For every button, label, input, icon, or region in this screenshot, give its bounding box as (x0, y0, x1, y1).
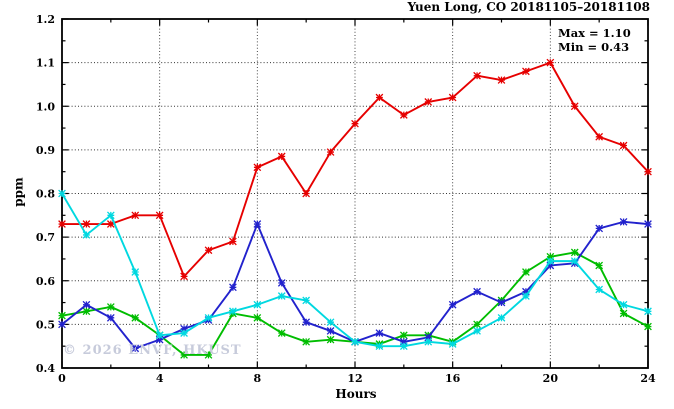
x-tick-label: 24 (640, 372, 656, 385)
y-tick-label: 0.4 (36, 362, 55, 375)
y-tick-label: 1.2 (36, 13, 55, 26)
max-value-label: Max = 1.10 (558, 26, 631, 40)
y-axis-label: ppm (11, 177, 26, 207)
x-tick-label: 12 (347, 372, 362, 385)
x-tick-label: 20 (543, 372, 559, 385)
y-tick-label: 1.1 (36, 57, 55, 70)
y-tick-label: 0.9 (36, 144, 55, 157)
chart-title: Yuen Long, CO 20181105–20181108 (407, 0, 650, 14)
y-tick-label: 0.8 (36, 188, 55, 201)
min-value-label: Min = 0.43 (558, 39, 630, 54)
series-markers-cyan (58, 189, 652, 351)
x-tick-label: 8 (254, 372, 262, 385)
y-tick-label: 0.5 (36, 318, 55, 331)
x-tick-label: 0 (58, 372, 66, 385)
plot-frame (61, 18, 649, 369)
series-markers-blue (58, 217, 652, 353)
y-tick-label: 1.0 (36, 100, 55, 113)
y-tick-label: 0.7 (36, 231, 55, 244)
x-tick-label: 16 (445, 372, 461, 385)
watermark: © 2026 ENVF, HKUST (63, 343, 242, 358)
y-tick-label: 0.6 (36, 275, 55, 288)
max-min-annotation: Max = 1.10 Min = 0.43 (558, 26, 631, 54)
series-markers-red (58, 58, 652, 281)
x-tick-label: 4 (156, 372, 164, 385)
x-axis-label: Hours (335, 387, 377, 401)
